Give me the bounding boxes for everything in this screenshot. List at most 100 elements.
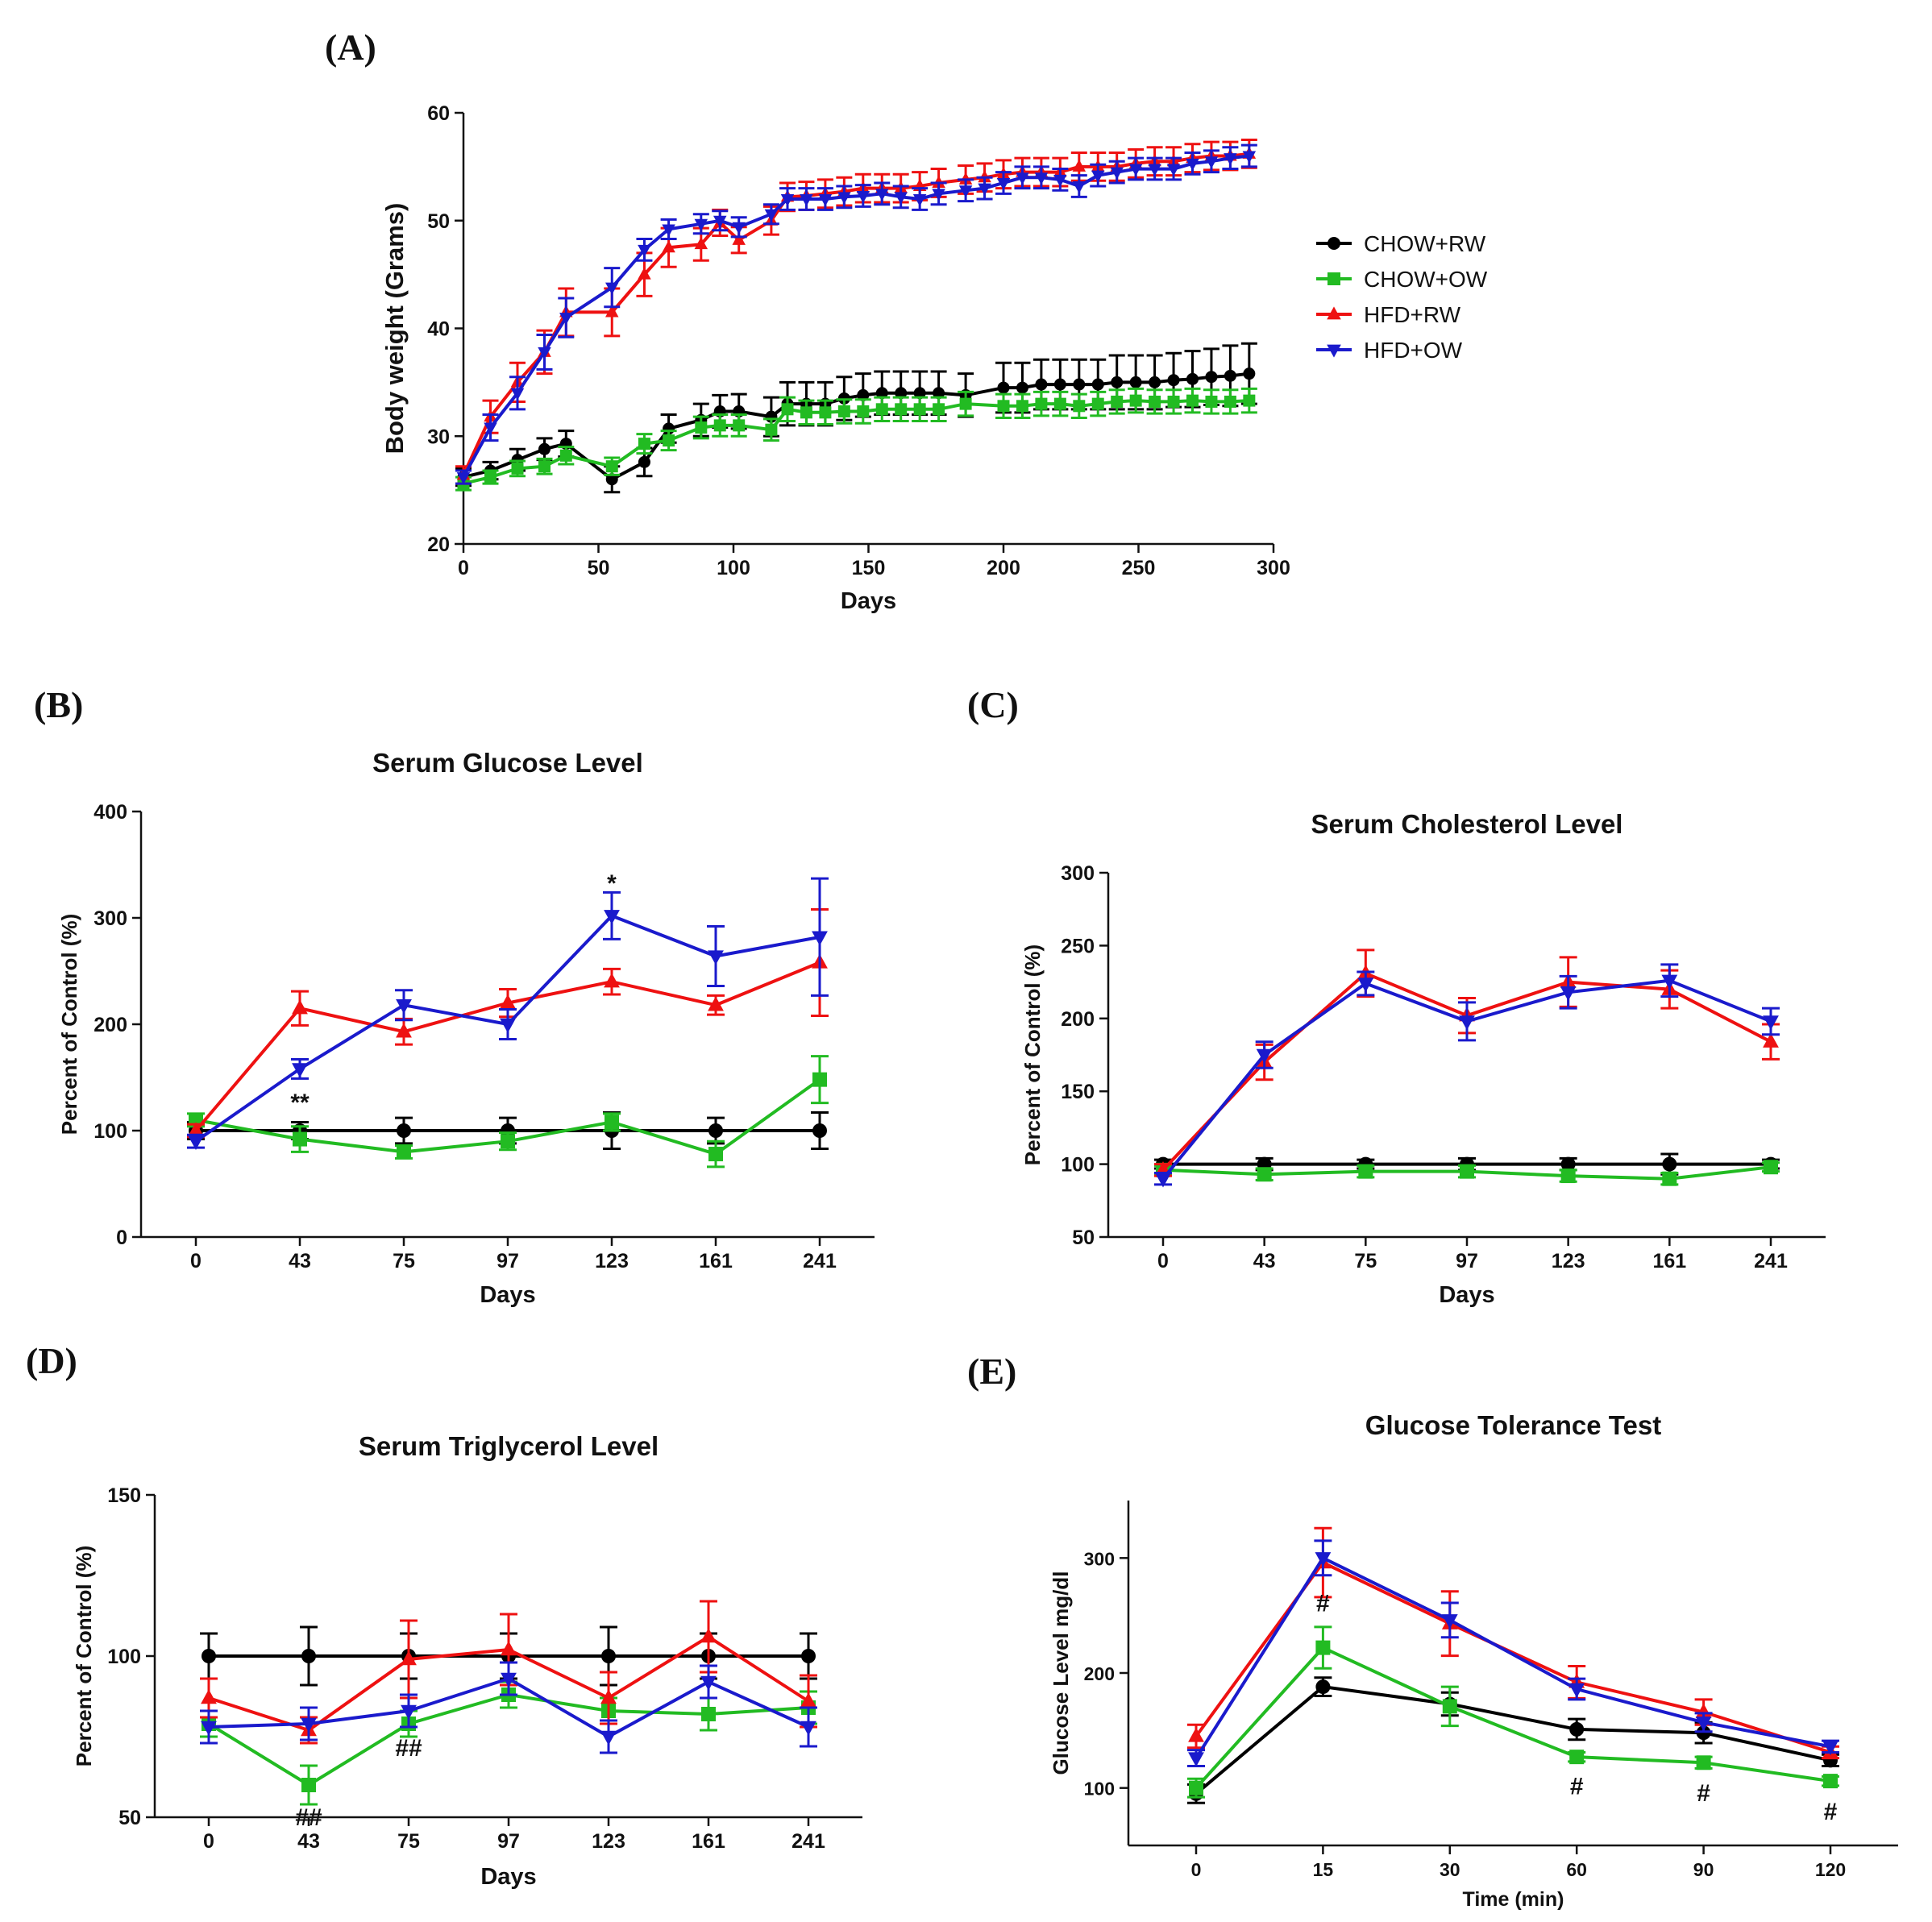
data-point — [1242, 151, 1257, 164]
data-point — [959, 397, 972, 410]
data-point — [781, 403, 794, 416]
x-tick-label: 97 — [497, 1830, 520, 1853]
data-point — [1091, 378, 1104, 391]
data-point — [662, 224, 675, 237]
chart-a: 20 30 40 50 60 0 50 100 150 200 250 300 Days Body wei… — [380, 102, 1488, 614]
x-tick-label: 161 — [699, 1250, 733, 1272]
data-point — [997, 381, 1010, 394]
data-point — [1073, 400, 1086, 413]
data-point — [978, 183, 991, 196]
data-point — [1661, 974, 1678, 990]
y-tick-label: 400 — [93, 801, 127, 824]
y-tick-label: 40 — [427, 318, 450, 341]
data-point — [600, 1730, 617, 1746]
data-point — [188, 1122, 204, 1137]
x-tick-label: 15 — [1313, 1859, 1334, 1880]
data-point — [601, 1649, 616, 1663]
data-point — [695, 421, 708, 434]
data-point — [1205, 395, 1218, 408]
data-point — [1167, 395, 1180, 408]
data-point — [605, 1115, 619, 1130]
x-tick-label: 250 — [1122, 557, 1156, 579]
data-point — [700, 1675, 717, 1691]
data-point — [301, 1717, 317, 1733]
data-point — [875, 387, 888, 400]
data-point — [819, 406, 832, 419]
data-point — [1315, 1640, 1331, 1655]
x-tick-label: 75 — [1354, 1250, 1377, 1272]
y-axis-label: Body weight (Grams) — [380, 203, 409, 455]
series-chow-ow — [200, 1680, 817, 1806]
data-point — [301, 1649, 316, 1663]
data-point — [292, 1063, 308, 1078]
data-point — [500, 994, 516, 1009]
x-tick-label: 241 — [791, 1830, 825, 1853]
x-axis-label: Days — [480, 1282, 535, 1308]
series-chow-ow — [187, 1055, 829, 1169]
y-tick-label: 50 — [427, 210, 450, 233]
y-tick-label: 100 — [1084, 1779, 1115, 1800]
data-point — [500, 1018, 516, 1033]
data-point — [638, 455, 650, 468]
data-point — [1072, 181, 1086, 193]
y-tick-label: 100 — [93, 1120, 127, 1143]
series-line — [1195, 1555, 1831, 1759]
data-point — [713, 215, 727, 228]
data-point — [857, 388, 870, 401]
data-point — [1459, 1015, 1475, 1031]
significance-mark: # — [1697, 1780, 1710, 1807]
data-point — [1823, 1774, 1838, 1789]
x-tick-label: 90 — [1693, 1859, 1714, 1880]
data-point — [397, 1123, 411, 1138]
data-point — [1763, 1015, 1779, 1031]
x-tick-label: 30 — [1440, 1859, 1460, 1880]
y-axis-label: Percent of Control (%) — [1020, 944, 1045, 1165]
x-axis-label: Days — [480, 1864, 536, 1890]
x-tick-label: 161 — [1652, 1250, 1686, 1272]
y-tick-label: 200 — [1061, 1008, 1095, 1031]
data-point — [800, 1692, 816, 1708]
data-point — [913, 403, 926, 416]
data-point — [396, 1023, 412, 1038]
data-point — [1186, 394, 1199, 407]
series-line — [1195, 1646, 1831, 1790]
data-point — [456, 472, 471, 485]
data-point — [1166, 164, 1181, 176]
data-point — [1189, 1780, 1203, 1795]
data-point — [732, 232, 746, 245]
data-point — [1696, 1755, 1711, 1770]
panel-label-d: (D) — [26, 1340, 77, 1381]
y-tick-label: 150 — [1061, 1081, 1095, 1103]
data-point — [1053, 397, 1066, 410]
data-point — [201, 1689, 217, 1704]
data-point — [484, 422, 497, 435]
chart-title: Serum Cholesterol Level — [1311, 809, 1623, 839]
data-point — [812, 1123, 827, 1138]
data-point — [604, 973, 620, 988]
data-point — [1111, 376, 1124, 388]
data-point — [1129, 376, 1142, 388]
series-hfd-ow — [1187, 1539, 1839, 1768]
data-point — [600, 1689, 617, 1704]
data-point — [396, 999, 412, 1015]
data-point — [1357, 978, 1374, 993]
chart-c: 50 100 150 200 250 300 0 43 75 97 123 161 241 Serum C… — [1020, 809, 1826, 1308]
data-point — [538, 460, 551, 473]
significance-mark: # — [1570, 1773, 1584, 1800]
data-point — [501, 1134, 515, 1149]
series-line — [1195, 1560, 1831, 1754]
data-point — [1155, 1173, 1171, 1188]
data-point — [1662, 1156, 1677, 1172]
x-tick-label: 200 — [987, 557, 1020, 579]
y-axis-label: Percent of Control (%) — [72, 1546, 96, 1766]
data-point — [780, 194, 795, 206]
data-point — [958, 185, 973, 198]
data-point — [800, 1721, 816, 1736]
data-point — [1822, 1741, 1839, 1756]
data-point — [694, 218, 708, 231]
panel-label-b: (B) — [34, 684, 84, 725]
data-point — [1016, 172, 1029, 185]
data-point — [1053, 378, 1066, 391]
data-point — [1091, 397, 1104, 410]
